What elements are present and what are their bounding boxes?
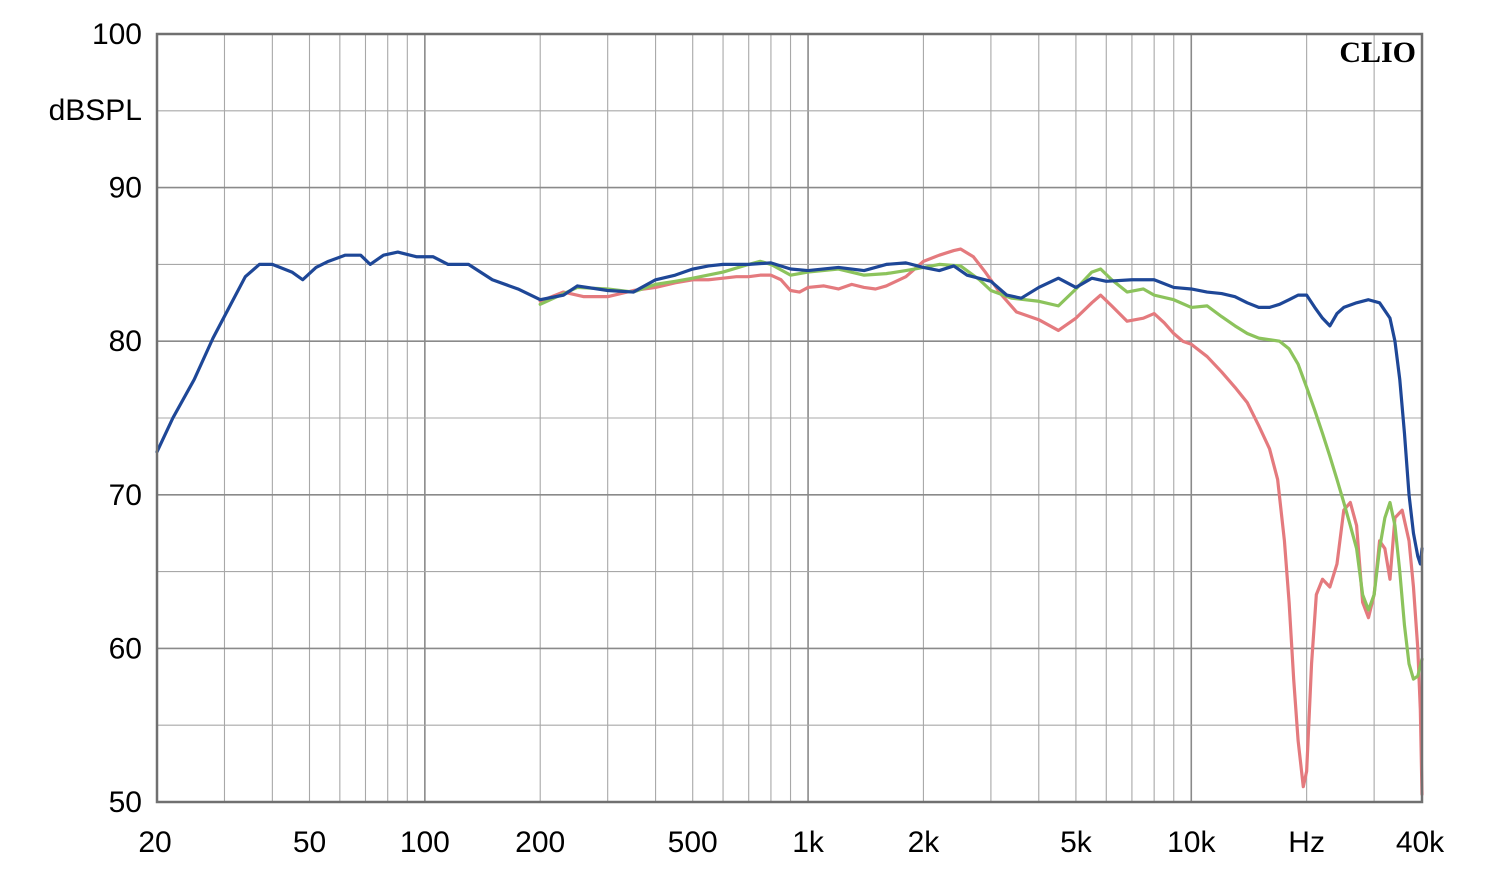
series-line-3: [155, 250, 1424, 566]
clio-brand-label: CLIO: [1339, 36, 1416, 69]
x-tick-label: Hz: [1288, 826, 1325, 859]
x-tick-label: 200: [515, 826, 565, 859]
y-axis-label: dBSPL: [49, 94, 142, 127]
grid-lines: [157, 34, 1422, 802]
x-tick-label: 2k: [908, 826, 941, 859]
x-tick-label: 100: [400, 826, 450, 859]
plot-frame: [155, 32, 1424, 804]
x-tick-label: 50: [293, 826, 326, 859]
x-axis-tick-labels: 20 50 100 200 500 1k 2k 5k 10k Hz 40k: [138, 826, 1445, 859]
series-line-2: [538, 259, 1424, 681]
y-tick-label: 100: [92, 18, 142, 51]
y-axis-tick-labels: 100 90 80 70 60 50: [92, 18, 142, 819]
x-tick-label: 5k: [1060, 826, 1093, 859]
x-tick-label: 500: [668, 826, 718, 859]
x-tick-label: 10k: [1167, 826, 1216, 859]
series-layer: [155, 247, 1424, 796]
x-tick-label: 40k: [1396, 826, 1445, 859]
y-tick-label: 60: [109, 632, 142, 665]
y-tick-label: 50: [109, 786, 142, 819]
y-tick-label: 90: [109, 172, 142, 205]
series-line-1: [538, 247, 1424, 796]
y-tick-label: 80: [109, 325, 142, 358]
x-tick-label: 20: [138, 826, 171, 859]
x-tick-label: 1k: [792, 826, 825, 859]
y-tick-label: 70: [109, 479, 142, 512]
